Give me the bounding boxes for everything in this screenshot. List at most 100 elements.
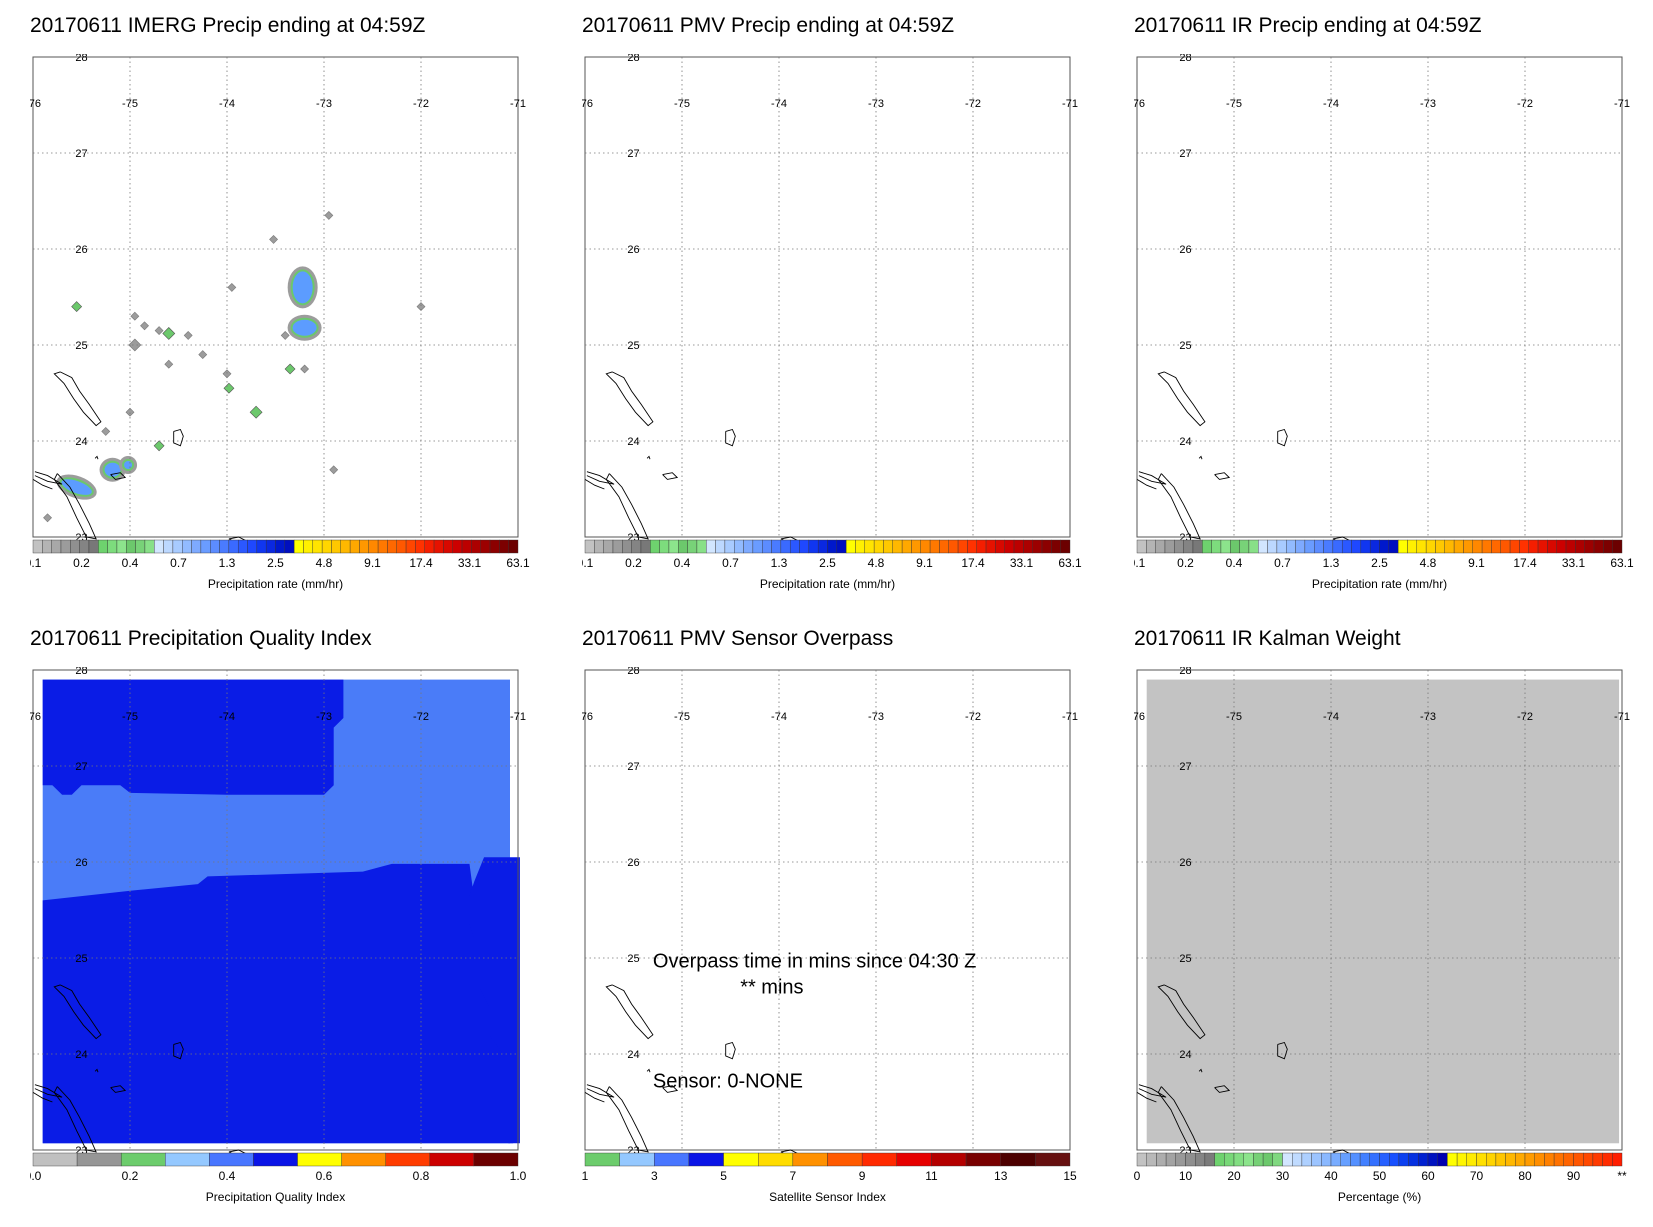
legend-swatch <box>247 539 258 554</box>
legend-swatch <box>1407 539 1418 554</box>
legend-swatch <box>603 539 614 554</box>
precip-cell <box>162 327 176 340</box>
legend-tick-label: 0.4 <box>122 556 139 570</box>
legend-swatch <box>1146 539 1156 554</box>
legend-tick-label: 63.1 <box>506 556 530 570</box>
legend-swatch <box>1165 1152 1176 1167</box>
lon-label: -75 <box>674 711 690 723</box>
legend-swatch <box>1584 539 1595 554</box>
legend-swatch <box>120 1152 166 1167</box>
legend-swatch <box>827 539 838 554</box>
lat-label: 28 <box>1179 667 1191 677</box>
legend-swatch <box>1233 1152 1244 1167</box>
panel-pmv: 20170611 PMV Precip ending at 04:59Z -76… <box>582 14 1102 614</box>
legend-swatch <box>920 539 931 554</box>
legend-swatch <box>1515 1152 1526 1167</box>
legend-swatch <box>1272 1152 1283 1167</box>
legend-swatch <box>758 1152 794 1167</box>
legend-swatch <box>1534 1152 1545 1167</box>
legend-tick-label: 0.2 <box>73 556 90 570</box>
precip-blob-core <box>104 462 121 477</box>
lon-label: -75 <box>674 98 690 110</box>
legend-swatch <box>1612 539 1623 554</box>
legend-swatch <box>1408 1152 1419 1167</box>
precip-cell <box>280 330 290 340</box>
legend-swatch <box>312 539 323 554</box>
legend-swatch <box>1388 1152 1400 1167</box>
overpass-value: ** mins <box>740 977 803 999</box>
legend-swatch <box>650 539 660 554</box>
legend-tick-label: 9.1 <box>916 556 933 570</box>
legend-swatch <box>228 539 239 554</box>
lat-label: 26 <box>627 244 639 256</box>
panel-imerg: 20170611 IMERG Precip ending at 04:59Z -… <box>30 14 550 614</box>
legend-swatch <box>471 539 481 554</box>
legend-swatch <box>1032 539 1043 554</box>
legend-swatch <box>1321 1152 1332 1167</box>
coastline <box>53 984 102 1040</box>
map-frame <box>1136 56 1623 538</box>
legend-swatch <box>1155 539 1166 554</box>
precip-blob-core <box>61 479 92 495</box>
legend-swatch <box>864 539 875 554</box>
coastline <box>94 455 99 460</box>
legend-tick-label: 3 <box>651 1169 658 1183</box>
lat-label: 24 <box>627 436 639 448</box>
legend-swatch <box>780 539 791 554</box>
legend-tick-label: 30 <box>1276 1169 1290 1183</box>
map-frame <box>1136 669 1623 1151</box>
legend-swatch <box>688 1152 724 1167</box>
legend-swatch <box>1164 539 1175 554</box>
coastline <box>725 1041 736 1060</box>
coastline <box>1157 473 1201 540</box>
lat-label: 28 <box>75 667 87 677</box>
legend-tick-label: 17.4 <box>961 556 985 570</box>
legend-tick-label: 0.8 <box>413 1169 430 1183</box>
legend-swatch <box>1556 539 1567 554</box>
legend-swatch <box>1495 1152 1506 1167</box>
precip-cell <box>154 326 164 336</box>
legend-tick-label: 20 <box>1227 1169 1241 1183</box>
legend-swatch <box>424 539 435 554</box>
legend-label: Percentage (%) <box>1338 1190 1421 1204</box>
precip-cell <box>125 407 135 417</box>
lat-label: 25 <box>75 340 87 352</box>
lon-label: -72 <box>413 98 429 110</box>
coastline <box>32 1092 53 1103</box>
legend-swatch <box>1491 539 1501 554</box>
legend-tick-label: 0.4 <box>1226 556 1243 570</box>
legend-swatch <box>1185 1152 1196 1167</box>
legend-swatch <box>396 539 407 554</box>
legend-swatch <box>1563 1152 1574 1167</box>
legend-tick-label: 9.1 <box>364 556 381 570</box>
legend-swatch <box>1360 539 1371 554</box>
legend-swatch <box>1060 539 1071 554</box>
map-pmv: -76-75-74-73-72-712827262524230.10.20.40… <box>582 54 1082 591</box>
legend-swatch <box>182 539 192 554</box>
legend-swatch <box>1472 539 1483 554</box>
legend-swatch <box>861 1152 897 1167</box>
lon-label: -72 <box>413 711 429 723</box>
legend-swatch <box>792 1152 828 1167</box>
legend-swatch <box>359 539 369 554</box>
legend-swatch <box>896 1152 932 1167</box>
coastline <box>584 479 605 490</box>
lat-label: 28 <box>627 54 639 64</box>
legend-tick-label: 0.7 <box>1274 556 1291 570</box>
coastline <box>584 1092 605 1103</box>
lon-label: -76 <box>30 711 41 723</box>
legend-swatch <box>1476 1152 1487 1167</box>
legend-swatch <box>1397 539 1408 554</box>
legend-tick-label: 63.1 <box>1058 556 1082 570</box>
legend-swatch <box>1369 1152 1380 1167</box>
precip-cell <box>249 405 263 419</box>
panel-overpass: 20170611 PMV Sensor Overpass -76 -75 -74 -7… <box>582 627 1102 1227</box>
legend-swatch <box>1204 1152 1215 1167</box>
legend-swatch <box>976 539 987 554</box>
legend-swatch <box>1565 539 1576 554</box>
legend-tick-label: 50 <box>1373 1169 1387 1183</box>
lat-label: 24 <box>1179 1049 1191 1061</box>
precip-cell <box>284 363 296 375</box>
legend-swatch <box>1051 539 1061 554</box>
coastline <box>1277 428 1288 447</box>
